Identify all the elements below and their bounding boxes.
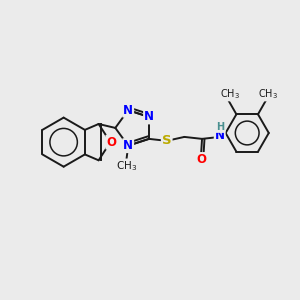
- Text: N: N: [144, 110, 154, 124]
- Text: H: H: [216, 122, 224, 132]
- Text: N: N: [123, 104, 133, 117]
- Text: O: O: [196, 153, 206, 166]
- Text: CH$_3$: CH$_3$: [116, 159, 137, 173]
- Text: O: O: [106, 136, 116, 148]
- Text: S: S: [162, 134, 172, 147]
- Text: CH$_3$: CH$_3$: [258, 87, 278, 100]
- Text: CH$_3$: CH$_3$: [220, 87, 239, 100]
- Text: N: N: [215, 129, 225, 142]
- Text: N: N: [123, 139, 133, 152]
